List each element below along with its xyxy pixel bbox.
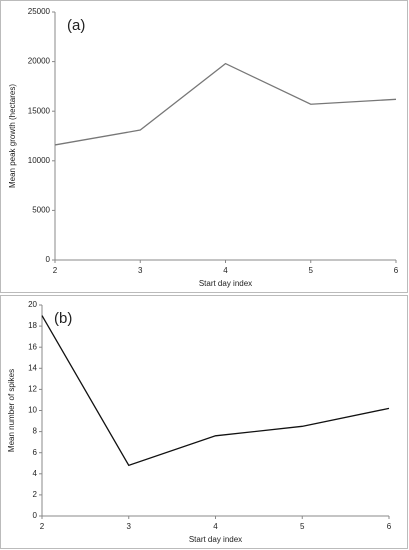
y-tick-label: 0 <box>46 255 51 264</box>
x-tick-label: 5 <box>300 522 305 531</box>
y-tick-label: 8 <box>33 427 38 436</box>
x-tick-label: 3 <box>127 522 132 531</box>
annotation: (b) <box>54 310 72 327</box>
y-axis-label: Mean peak growth (hectares) <box>8 84 17 188</box>
y-tick-label: 6 <box>33 448 38 457</box>
y-tick-label: 16 <box>28 342 37 351</box>
y-tick-label: 12 <box>28 385 37 394</box>
annotation: (a) <box>67 17 85 34</box>
x-tick-label: 2 <box>40 522 45 531</box>
x-axis-label: Start day index <box>189 535 242 544</box>
x-tick-label: 5 <box>309 266 314 275</box>
y-tick-label: 10 <box>28 406 37 415</box>
y-tick-label: 18 <box>28 321 37 330</box>
x-tick-label: 4 <box>213 522 218 531</box>
y-tick-label: 14 <box>28 363 37 372</box>
y-tick-label: 4 <box>33 469 38 478</box>
y-tick-label: 10000 <box>28 156 51 165</box>
x-tick-label: 3 <box>138 266 143 275</box>
y-tick-label: 0 <box>33 511 38 520</box>
x-axis-label: Start day index <box>199 279 252 288</box>
y-tick-label: 25000 <box>28 7 51 16</box>
x-tick-label: 6 <box>394 266 399 275</box>
y-axis-label: Mean number of spikes <box>7 369 16 452</box>
y-tick-label: 20 <box>28 300 37 309</box>
x-tick-label: 6 <box>387 522 392 531</box>
line-series <box>41 315 390 467</box>
y-tick-label: 20000 <box>28 57 51 66</box>
chart-frame <box>0 0 408 293</box>
y-tick-label: 15000 <box>28 106 51 115</box>
line-series <box>54 62 397 146</box>
chart-frame <box>0 295 408 549</box>
x-tick-label: 2 <box>53 266 58 275</box>
x-tick-label: 4 <box>223 266 228 275</box>
y-tick-label: 5000 <box>32 206 50 215</box>
y-tick-label: 2 <box>33 490 38 499</box>
